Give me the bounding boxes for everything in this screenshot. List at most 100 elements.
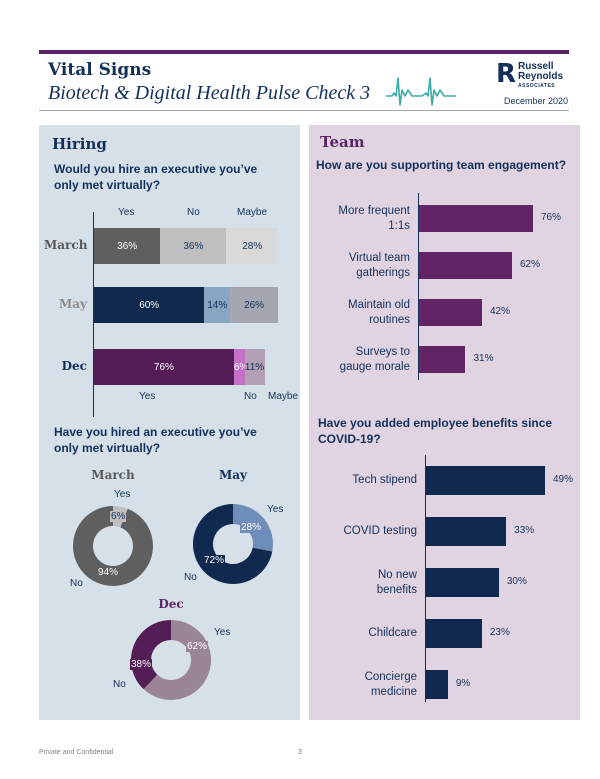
bar-segment-march-maybe: 28% — [226, 228, 278, 264]
bar-value-label: 31% — [473, 352, 494, 364]
report-date: December 2020 — [504, 96, 569, 106]
benefits-axis — [425, 455, 426, 702]
category-label-line: Surveys to — [355, 345, 410, 358]
bar-value-label: 9% — [455, 677, 471, 689]
category-label-line: benefits — [376, 583, 417, 596]
hiring-title: Hiring — [52, 135, 107, 153]
donut-value-no: 38% — [130, 659, 153, 670]
engage-axis — [418, 193, 419, 380]
logo-text-line3: ASSOCIATES — [518, 83, 556, 89]
hiring-question-1: Would you hire an executive you’ve only … — [54, 162, 258, 192]
stacked-chart-axis — [93, 212, 94, 417]
category-label: Childcare — [307, 626, 417, 641]
bar-value-label: 30% — [506, 575, 527, 587]
donut-value-yes: 6% — [110, 511, 127, 522]
bar-covid-testing — [426, 517, 507, 546]
category-label-line: Tech stipend — [352, 474, 417, 486]
team-title: Team — [320, 133, 365, 151]
footer-page-number: 3 — [298, 749, 302, 756]
header-bottom-rule — [39, 110, 569, 111]
bar-segment-may-yes: 60% — [94, 287, 205, 323]
heartbeat-ekg-icon — [386, 77, 456, 106]
bar-maintain-old-routines — [419, 299, 482, 326]
header-top-rule — [39, 50, 569, 54]
category-label: Concierge medicine — [307, 670, 417, 700]
donut-legend-yes: Yes — [267, 504, 284, 515]
category-label-line: Childcare — [368, 627, 417, 639]
category-label-line: More frequent — [338, 204, 410, 217]
team-question-1: How are you supporting team engagement? — [316, 158, 567, 172]
donut-legend-no: No — [184, 572, 197, 583]
logo-text-line1: Russell — [518, 61, 554, 72]
bar-segment-march-no: 36% — [160, 228, 227, 264]
bar-value-label: 23% — [489, 626, 510, 638]
donut-legend-no: No — [113, 679, 126, 690]
category-label-may: May — [58, 297, 87, 311]
donut-title-dec: Dec — [158, 597, 184, 611]
donut-slice-dec-no — [131, 620, 171, 690]
category-label-dec: Dec — [61, 359, 87, 373]
category-label-line: COVID testing — [343, 525, 418, 537]
bar-childcare — [426, 619, 482, 648]
bar-segment-may-no: 14% — [204, 287, 231, 323]
donut-title-may: May — [218, 468, 248, 482]
hiring-question-2: Have you hired an executive you’ve only … — [54, 425, 257, 455]
bar-more-frequent-1-1s — [419, 205, 533, 232]
report-title: Vital Signs — [48, 60, 152, 80]
legend-top-no: No — [187, 207, 200, 218]
report-subtitle: Biotech & Digital Health Pulse Check 3 — [48, 82, 371, 104]
category-label-line: medicine — [370, 685, 417, 698]
logo-text-line2: Reynolds — [518, 71, 564, 82]
team-question-2: Have you added employee benefits since C… — [318, 416, 553, 446]
category-label: Surveys to gauge morale — [310, 345, 410, 375]
legend-top-maybe: Maybe — [237, 207, 268, 218]
bar-value-label: 42% — [489, 305, 510, 317]
bar-value-label: 76% — [540, 211, 561, 223]
category-label: No new benefits — [307, 568, 417, 598]
donut-value-no: 72% — [203, 555, 226, 566]
bar-tech-stipend — [426, 466, 545, 495]
category-label: More frequent 1:1s — [310, 204, 410, 234]
bar-segment-dec-maybe: 11% — [244, 349, 266, 385]
footer-confidential: Private and Confidential — [39, 749, 114, 756]
donut-chart-may — [193, 504, 273, 584]
category-label-line: No new — [378, 568, 417, 581]
category-label-line: gatherings — [356, 266, 410, 279]
donut-value-no: 94% — [97, 567, 120, 578]
legend-bottom-yes: Yes — [139, 391, 156, 402]
category-label-line: routines — [369, 313, 410, 326]
bar-segment-may-maybe: 26% — [230, 287, 278, 323]
bar-segment-dec-yes: 76% — [94, 349, 234, 385]
bar-virtual-team-gatherings — [419, 252, 512, 279]
donut-title-march: March — [91, 468, 135, 482]
bar-surveys-to-gauge-morale — [419, 346, 466, 373]
category-label: COVID testing — [307, 524, 418, 539]
donut-value-yes: 28% — [240, 522, 263, 533]
category-label-line: Virtual team — [348, 251, 410, 264]
donut-slice-dec-yes — [143, 620, 211, 700]
bar-value-label: 33% — [514, 524, 535, 536]
legend-bottom-no: No — [244, 391, 257, 402]
category-label: Tech stipend — [307, 473, 417, 488]
category-label-march: March — [44, 238, 88, 252]
category-label: Virtual team gatherings — [310, 251, 410, 281]
donut-value-yes: 62% — [186, 641, 209, 652]
category-label: Maintain old routines — [310, 298, 410, 328]
donut-legend-no: No — [70, 578, 83, 589]
category-label-line: gauge morale — [339, 360, 410, 373]
donut-legend-yes: Yes — [114, 489, 131, 500]
donut-chart-dec — [131, 620, 211, 700]
logo-mark: R — [496, 59, 517, 89]
category-label-line: Maintain old — [347, 298, 410, 311]
legend-top-yes: Yes — [118, 207, 135, 218]
bar-segment-march-yes: 36% — [94, 228, 161, 264]
bar-concierge-medicine — [426, 670, 448, 699]
bar-value-label: 62% — [519, 258, 540, 270]
donut-legend-yes: Yes — [214, 627, 231, 638]
legend-bottom-maybe: Maybe — [268, 391, 299, 402]
bar-segment-dec-no: 6% — [233, 349, 248, 385]
bar-no-new-benefits — [426, 568, 499, 597]
bar-value-label: 49% — [553, 473, 574, 485]
category-label-line: 1:1s — [388, 219, 410, 232]
donut-slice-march-no — [72, 506, 153, 586]
